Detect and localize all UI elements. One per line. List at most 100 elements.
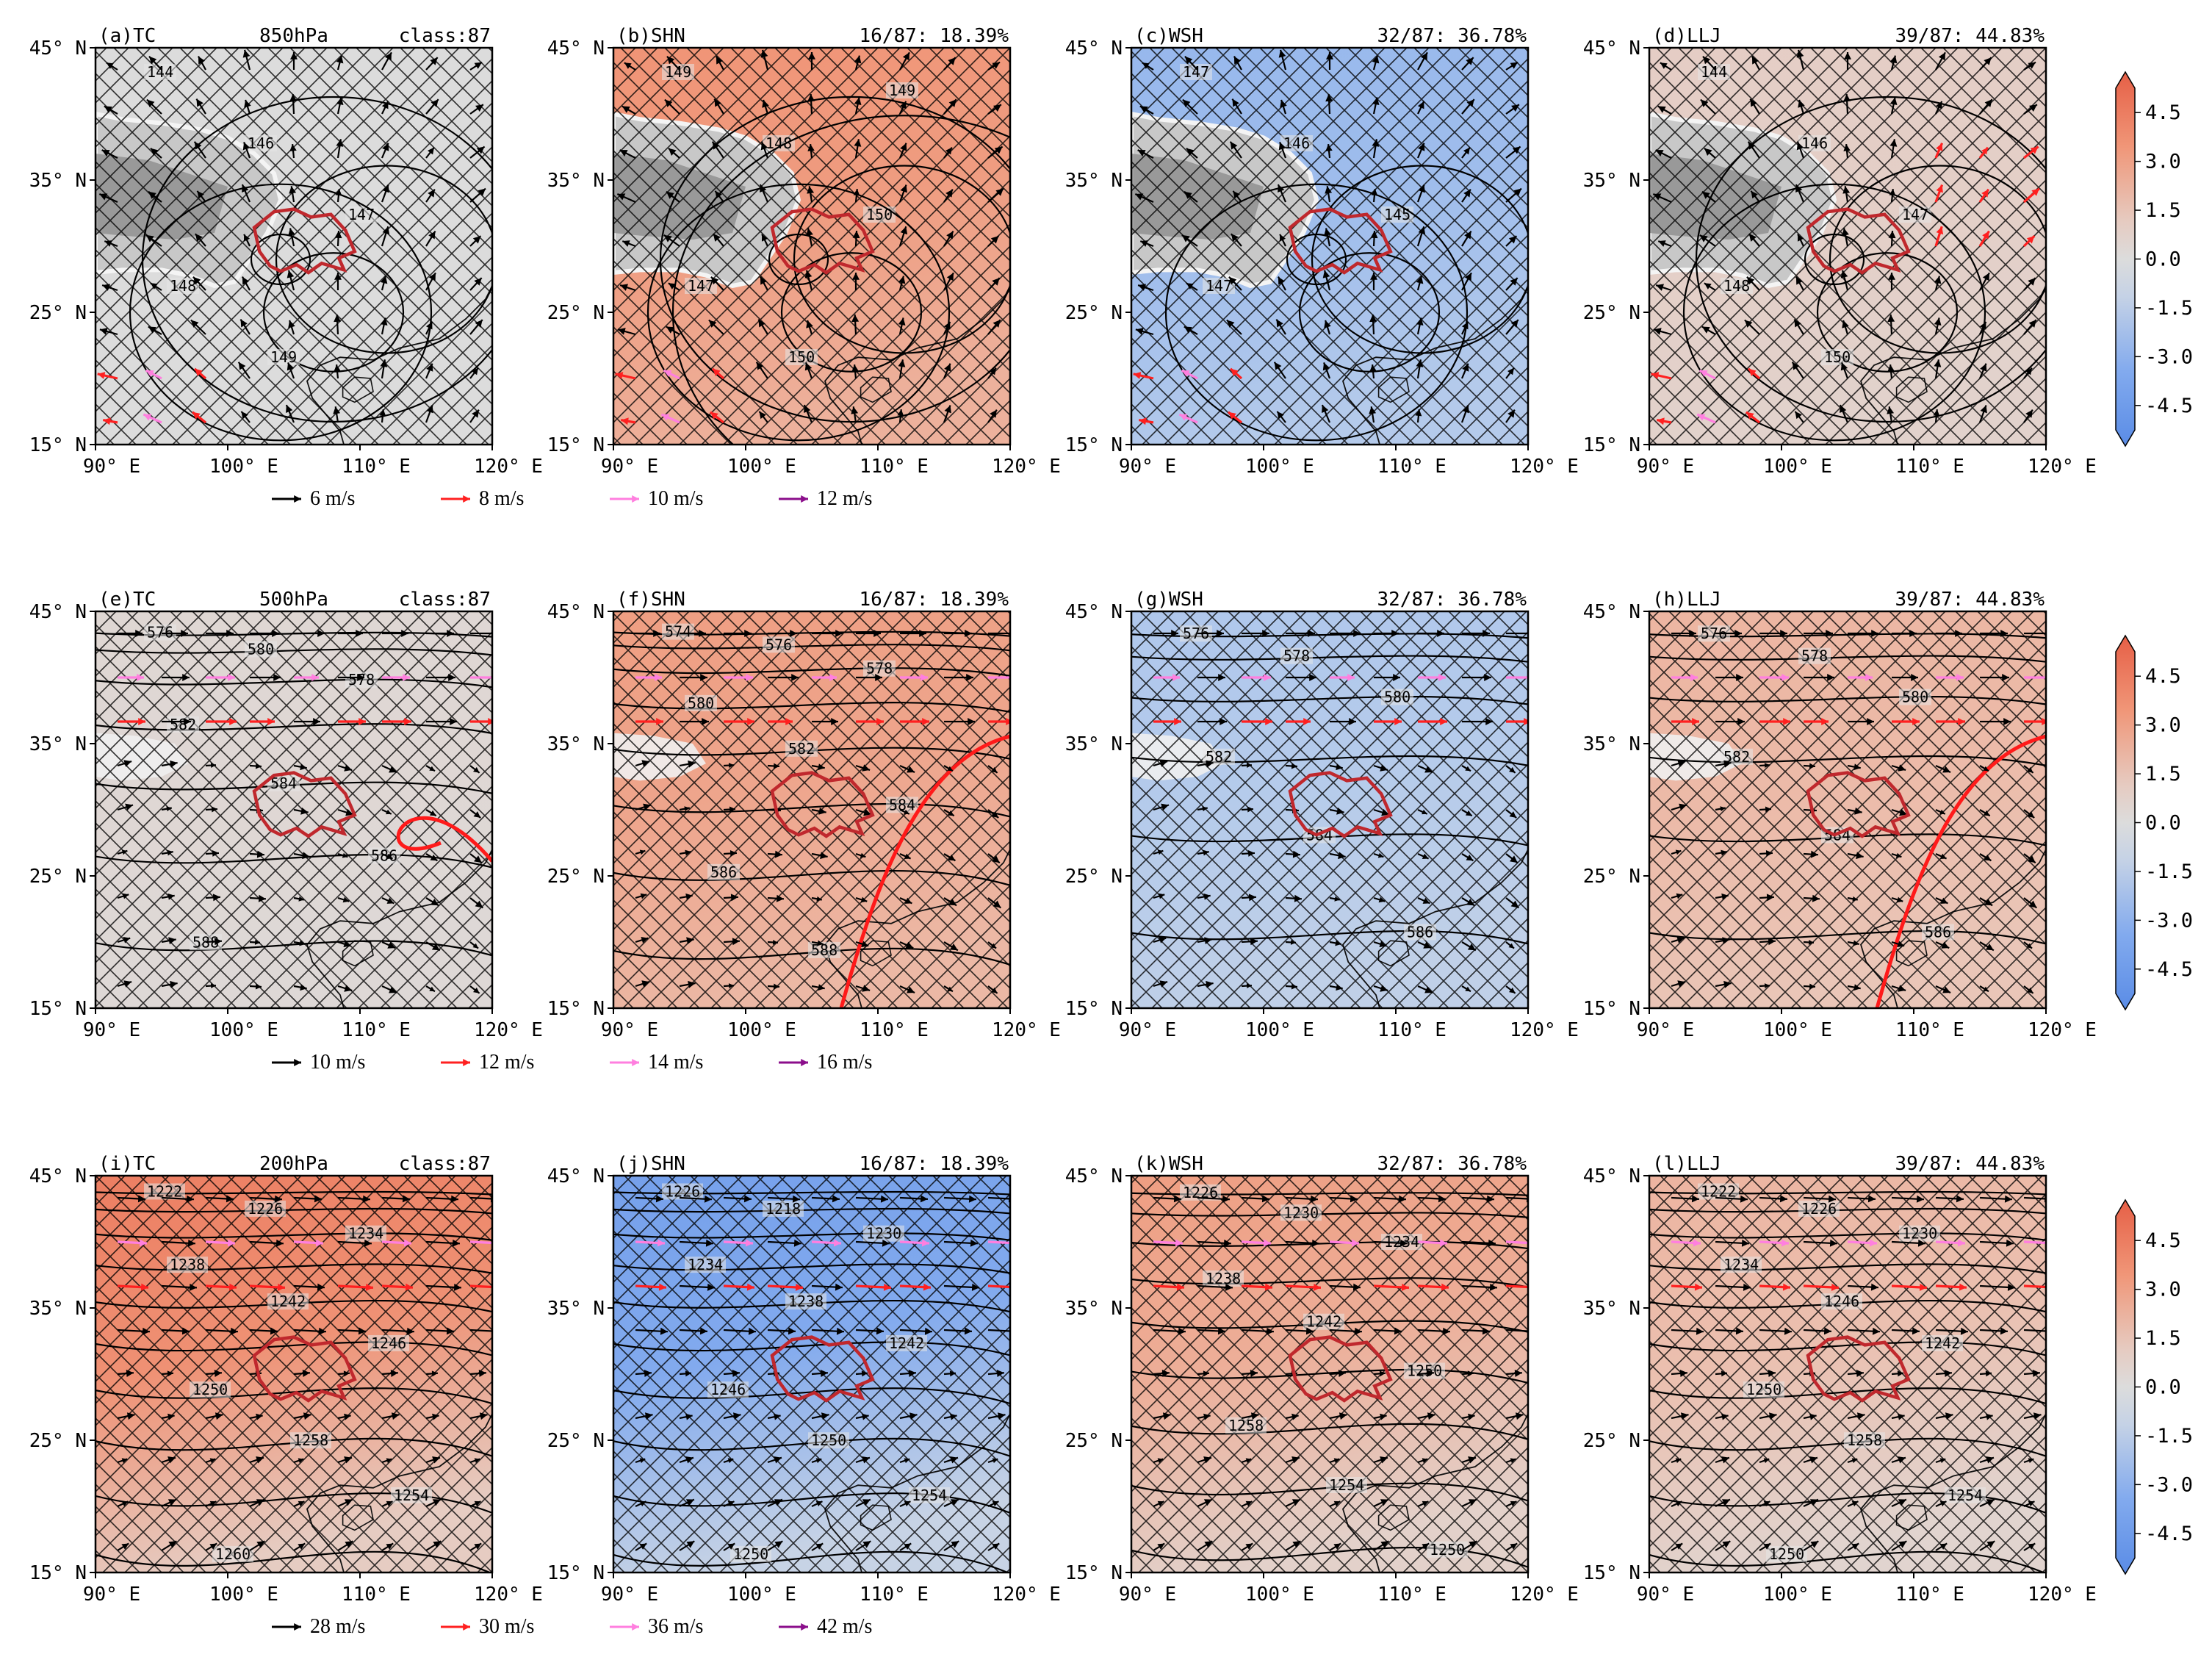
wind-vector bbox=[205, 1542, 217, 1551]
lon-tick-label: 100° E bbox=[727, 1584, 796, 1606]
wind-vector bbox=[1153, 718, 1181, 725]
wind-vector bbox=[811, 1195, 840, 1203]
wind-vector bbox=[1702, 55, 1716, 71]
wind-vector bbox=[635, 936, 649, 943]
wind-vector bbox=[250, 674, 281, 681]
wind-vector bbox=[723, 894, 739, 902]
panel-title: (f)SHN bbox=[616, 589, 685, 611]
panel-stat: 32/87: 36.78% bbox=[1377, 589, 1527, 611]
contour-label: 147 bbox=[1183, 63, 1209, 81]
wind-vector bbox=[425, 1498, 442, 1507]
lon-tick-label: 110° E bbox=[1895, 1584, 1964, 1606]
wind-vector bbox=[1329, 852, 1346, 860]
wind-vector bbox=[811, 1327, 845, 1335]
wind-vector bbox=[194, 233, 206, 247]
wind-vector bbox=[1505, 61, 1519, 71]
contour-label: 1250 bbox=[1769, 1545, 1804, 1563]
height-contour bbox=[613, 702, 1010, 713]
height-contour bbox=[141, 96, 492, 423]
wind-vector bbox=[101, 284, 118, 292]
panel-frame bbox=[1648, 46, 2047, 446]
wind-vector bbox=[1232, 190, 1242, 203]
wind-vector bbox=[145, 369, 162, 380]
wind-vector bbox=[337, 896, 350, 903]
wind-vector bbox=[724, 718, 754, 725]
wind-vector bbox=[1980, 630, 2008, 637]
wind-vector bbox=[425, 897, 439, 907]
contour-label: 1250 bbox=[811, 1431, 846, 1449]
lat-tick-label: 45° N bbox=[1065, 601, 1123, 623]
lat-tick-label: 15° N bbox=[1583, 1562, 1640, 1584]
colorbar-500hPa: 4.5 3.0 1.5 0.0 -1.5 -3.0 -4.5 bbox=[2115, 634, 2193, 1011]
wind-vector bbox=[1791, 362, 1804, 379]
contour-label: 149 bbox=[889, 82, 915, 99]
lon-tick-label: 100° E bbox=[209, 1019, 278, 1041]
wind-vector bbox=[1505, 235, 1518, 247]
wind-vector bbox=[1847, 1370, 1865, 1378]
wind-vector bbox=[1979, 1498, 1995, 1507]
wind-vector bbox=[1241, 1195, 1270, 1203]
wind-vector bbox=[1847, 940, 1859, 946]
wind-vector bbox=[1241, 763, 1253, 769]
wind-vector bbox=[723, 1412, 741, 1420]
wind-vector bbox=[2023, 61, 2036, 71]
lon-tick-label: 120° E bbox=[474, 1584, 543, 1606]
wind-vector bbox=[762, 99, 769, 115]
wind-vector bbox=[1505, 409, 1516, 423]
wind-vector bbox=[2022, 187, 2041, 204]
height-contour bbox=[275, 165, 492, 354]
wind-vector bbox=[2023, 145, 2039, 159]
legend-label: 12 m/s bbox=[479, 1051, 534, 1074]
wind-vector bbox=[767, 1540, 783, 1551]
colorbar-tick-label: 3.0 bbox=[2145, 714, 2181, 737]
wind-vector bbox=[760, 49, 769, 71]
wind-vector bbox=[425, 321, 433, 335]
panel-stat: 32/87: 36.78% bbox=[1377, 1153, 1527, 1175]
panel-d: 144 146 147 148 150 45° N 35° N 25° N 15° N90° E… bbox=[1583, 25, 2097, 478]
panel-frame bbox=[612, 610, 1012, 1010]
height-contour bbox=[1804, 233, 1865, 286]
lat-tick-label: 35° N bbox=[1583, 170, 1640, 192]
wind-vector bbox=[1935, 1283, 1967, 1291]
wind-vector bbox=[1671, 630, 1696, 637]
wind-vector bbox=[1803, 983, 1816, 990]
wind-vector bbox=[205, 1327, 238, 1335]
wind-vector bbox=[635, 1195, 664, 1203]
wind-vector bbox=[767, 1327, 796, 1335]
wind-vector bbox=[469, 1370, 487, 1378]
wind-vector bbox=[635, 1370, 652, 1378]
wind-vector bbox=[249, 1283, 286, 1291]
panel-title: (h)LLJ bbox=[1652, 589, 1721, 611]
wind-vector bbox=[1285, 1413, 1299, 1420]
wind-vector bbox=[1461, 1283, 1497, 1291]
wind-vector bbox=[1891, 764, 1906, 772]
wind-vector bbox=[425, 1456, 441, 1464]
lon-tick-label: 100° E bbox=[727, 1019, 796, 1041]
wind-vector bbox=[2023, 853, 2036, 864]
contour-label: 1226 bbox=[1801, 1200, 1837, 1218]
wind-vector bbox=[1197, 718, 1227, 725]
wind-vector bbox=[1979, 1327, 2009, 1335]
lat-tick-label: 15° N bbox=[547, 1562, 605, 1584]
panel-i: 1222122612341238124212461250125812541260… bbox=[29, 1153, 543, 1606]
wind-vector bbox=[425, 1540, 442, 1551]
height-contour bbox=[613, 802, 1010, 818]
legend-label: 30 m/s bbox=[479, 1615, 534, 1638]
colorbar-tick-label: -1.5 bbox=[2145, 860, 2193, 883]
wind-vector bbox=[288, 228, 295, 247]
wind-vector bbox=[117, 1542, 129, 1551]
wind-vector bbox=[1461, 985, 1471, 993]
height-contour bbox=[1649, 695, 2046, 705]
wind-vector bbox=[987, 765, 998, 774]
lon-tick-label: 110° E bbox=[342, 1019, 411, 1041]
wind-vector bbox=[635, 674, 662, 681]
height-contour bbox=[1695, 96, 2046, 423]
wind-vector bbox=[1715, 718, 1745, 725]
wind-vector bbox=[1241, 894, 1257, 902]
wind-vector bbox=[469, 104, 484, 115]
wind-vector bbox=[205, 1283, 237, 1291]
lat-tick-label: 15° N bbox=[1583, 434, 1640, 456]
wind-legend-500hPa: 10 m/s 12 m/s 14 m/s 16 m/s bbox=[272, 1051, 872, 1074]
height-contour bbox=[671, 115, 1010, 445]
panel-title: (c)WSH bbox=[1134, 25, 1203, 47]
